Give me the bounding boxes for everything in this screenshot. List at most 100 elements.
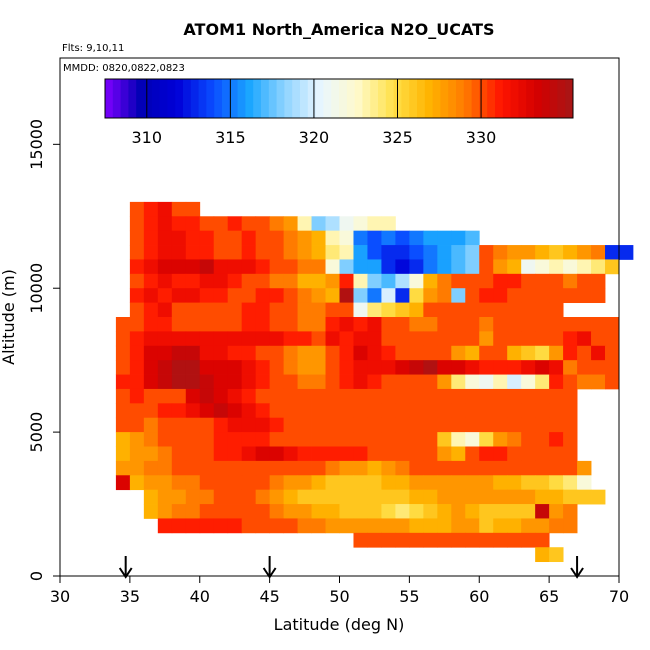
heatmap-cell [213,388,229,404]
heatmap-cell [199,504,215,519]
heatmap-cell [269,446,285,462]
heatmap-cell [157,475,173,491]
heatmap-cell [577,489,592,505]
heatmap-cell [213,302,229,318]
heatmap-cell [451,388,466,404]
heatmap-cell [325,388,340,404]
heatmap-cell [297,446,312,462]
colorbar-segment [424,79,434,118]
heatmap-cell [297,417,312,433]
heatmap-cell [465,374,480,390]
heatmap-cell [255,460,271,476]
heatmap-cell [255,417,271,433]
colorbar-segment [175,79,184,118]
x-tick-label: 35 [120,587,140,606]
heatmap-cell [269,475,285,491]
heatmap-cell [549,302,564,318]
heatmap-cell [381,230,396,246]
heatmap-cell [563,417,578,433]
heatmap-cell [283,374,298,390]
heatmap-cell [381,403,396,419]
colorbar-tick-label: 315 [215,128,246,147]
heatmap-cell [185,245,201,260]
heatmap-cell [465,475,480,491]
x-tick-label: 45 [259,587,279,606]
heatmap-cell [283,216,298,232]
heatmap-cell [563,317,578,332]
heatmap-cell [311,518,326,534]
heatmap-cell [605,360,620,375]
heatmap-cell [339,446,354,462]
heatmap-cell [507,518,522,534]
heatmap-cell [339,331,354,347]
heatmap-cell [241,374,257,390]
heatmap-cell [255,374,271,390]
x-axis: 30 35 40 45 50 55 60 65 70 [50,576,629,606]
heatmap-cell [115,446,131,462]
heatmap-cell [479,259,494,275]
heatmap-cell [297,216,312,232]
heatmap-cell [213,317,229,332]
heatmap-cell [437,302,452,318]
heatmap-cell [241,460,257,476]
colorbar-segment [159,79,168,118]
heatmap-cell [213,245,229,260]
colorbar-segment [557,79,566,118]
heatmap-cell [367,388,382,404]
heatmap-cell [563,331,578,347]
heatmap-cell [381,374,396,390]
heatmap-cell [493,360,508,375]
heatmap-cell [129,345,145,361]
heatmap-cell [423,532,438,548]
heatmap-cell [493,259,508,275]
heatmap-cell [563,475,578,491]
colorbar-segment [253,79,262,118]
heatmap-cell [325,331,340,347]
heatmap-cell [479,432,494,447]
colorbar-segment [144,79,153,118]
heatmap-cell [227,518,243,534]
heatmap-cells [115,201,634,563]
heatmap-cell [479,302,494,318]
heatmap-cell [535,532,550,548]
heatmap-cell [451,345,466,361]
heatmap-cell [493,374,508,390]
heatmap-cell [563,504,578,519]
heatmap-cell [171,216,187,232]
heatmap-cell [283,388,298,404]
heatmap-cell [493,432,508,447]
heatmap-cell [297,317,312,332]
heatmap-cell [591,331,606,347]
heatmap-cell [577,273,592,289]
heatmap-cell [213,288,229,304]
heatmap-cell [521,518,536,534]
heatmap-cell [535,446,550,462]
heatmap-cell [115,388,131,404]
heatmap-cell [241,317,257,332]
heatmap-cell [479,288,494,304]
heatmap-cell [465,460,480,476]
heatmap-cell [493,288,508,304]
heatmap-cell [297,403,312,419]
heatmap-cell [451,374,466,390]
colorbar-segment [307,79,317,118]
colorbar-segment [276,79,285,118]
heatmap-cell [395,331,410,347]
colorbar-segment [479,79,488,118]
heatmap-cell [381,432,396,447]
heatmap-cell [563,518,578,534]
heatmap-cell [381,360,396,375]
colorbar-segment [229,79,239,118]
heatmap-cell [241,360,257,375]
heatmap-cell [577,331,592,347]
heatmap-cell [311,345,326,361]
heatmap-cell [381,532,396,548]
heatmap-cell [605,245,620,260]
colorbar: 310 315 320 325 330 [104,78,574,147]
heatmap-cell [311,331,326,347]
heatmap-cell [255,475,271,491]
heatmap-cell [269,489,285,505]
heatmap-cell [339,504,354,519]
heatmap-cell [185,317,201,332]
